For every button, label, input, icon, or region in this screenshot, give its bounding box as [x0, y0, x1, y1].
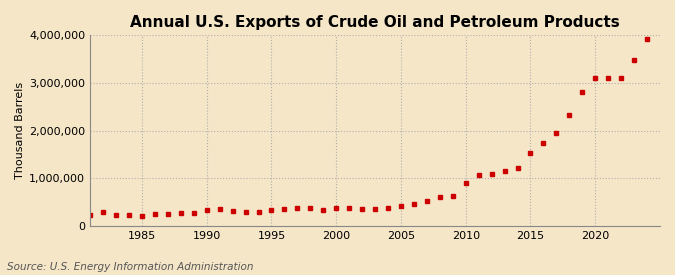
Title: Annual U.S. Exports of Crude Oil and Petroleum Products: Annual U.S. Exports of Crude Oil and Pet… [130, 15, 620, 30]
Y-axis label: Thousand Barrels: Thousand Barrels [15, 82, 25, 179]
Text: Source: U.S. Energy Information Administration: Source: U.S. Energy Information Administ… [7, 262, 253, 272]
